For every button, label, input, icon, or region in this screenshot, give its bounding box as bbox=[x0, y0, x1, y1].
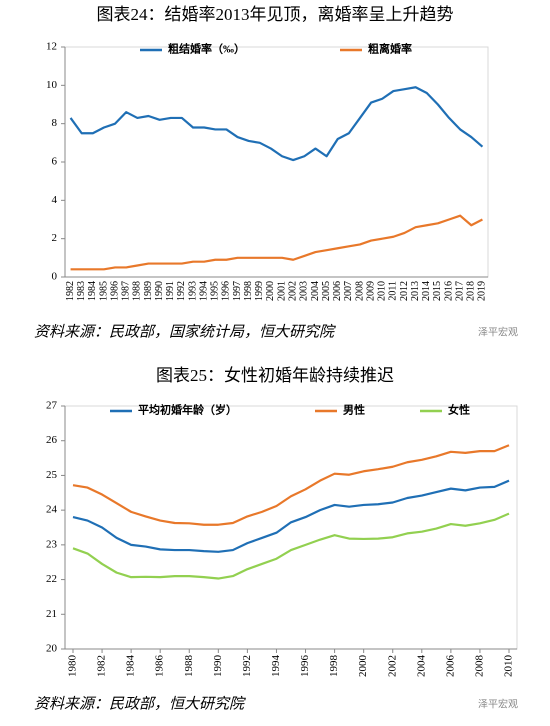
x-tick-label: 2016 bbox=[443, 281, 454, 301]
x-tick-label: 1994 bbox=[270, 655, 282, 678]
x-tick-label: 2002 bbox=[287, 281, 298, 301]
series-line bbox=[69, 86, 484, 162]
x-tick-label: 2008 bbox=[473, 655, 485, 678]
x-tick-label: 1989 bbox=[143, 281, 154, 301]
chart-title: 图表25：女性初婚年龄持续推迟 bbox=[156, 366, 394, 385]
x-tick-label: 2012 bbox=[399, 281, 410, 301]
x-tick-label: 1984 bbox=[125, 655, 137, 678]
y-tick-label: 6 bbox=[52, 156, 58, 168]
x-tick-label: 2000 bbox=[265, 281, 276, 301]
legend-label: 粗离婚率 bbox=[368, 42, 412, 56]
x-tick-label: 2003 bbox=[299, 281, 310, 301]
legend-label: 男性 bbox=[343, 403, 365, 417]
x-tick-label: 1988 bbox=[183, 655, 195, 678]
x-tick-label: 2009 bbox=[365, 281, 376, 301]
x-tick-label: 1992 bbox=[241, 655, 253, 677]
x-tick-label: 1982 bbox=[65, 281, 76, 301]
source: 资料来源：民政部，国家统计局，恒大研究院 bbox=[34, 323, 336, 340]
x-tick-label: 2019 bbox=[477, 281, 488, 301]
x-tick-label: 2017 bbox=[454, 281, 465, 301]
x-tick-label: 1983 bbox=[76, 281, 87, 301]
x-tick-label: 1980 bbox=[67, 655, 79, 678]
x-tick-label: 2007 bbox=[343, 281, 354, 301]
x-tick-label: 2014 bbox=[421, 281, 432, 301]
y-tick-label: 24 bbox=[46, 504, 58, 516]
x-tick-label: 1999 bbox=[254, 281, 265, 301]
legend-label: 粗结婚率（‰） bbox=[168, 42, 245, 56]
x-tick-label: 2000 bbox=[357, 655, 369, 678]
x-tick-label: 1987 bbox=[121, 281, 132, 301]
y-tick-label: 22 bbox=[46, 573, 57, 585]
x-tick-label: 1986 bbox=[154, 655, 166, 678]
x-tick-label: 2005 bbox=[321, 281, 332, 301]
x-tick-label: 1990 bbox=[154, 281, 165, 301]
x-tick-label: 2001 bbox=[276, 281, 287, 301]
y-tick-label: 0 bbox=[52, 271, 58, 283]
x-tick-label: 2006 bbox=[444, 655, 456, 678]
y-tick-label: 27 bbox=[46, 400, 58, 412]
x-tick-label: 1997 bbox=[232, 281, 243, 301]
series-line bbox=[72, 512, 510, 580]
legend-label: 女性 bbox=[448, 403, 470, 417]
x-tick-label: 2018 bbox=[466, 281, 477, 301]
y-tick-label: 2 bbox=[52, 232, 58, 244]
x-tick-label: 1986 bbox=[109, 281, 120, 301]
x-tick-label: 1988 bbox=[132, 281, 143, 301]
y-tick-label: 10 bbox=[46, 79, 58, 91]
y-tick-label: 26 bbox=[46, 434, 58, 446]
x-tick-label: 1994 bbox=[198, 281, 209, 301]
x-tick-label: 1998 bbox=[328, 655, 340, 678]
x-tick-label: 1995 bbox=[210, 281, 221, 301]
x-tick-label: 1984 bbox=[87, 281, 98, 301]
x-tick-label: 2013 bbox=[410, 281, 421, 301]
series-line bbox=[72, 479, 510, 553]
y-tick-label: 20 bbox=[46, 643, 58, 655]
x-tick-label: 1993 bbox=[187, 281, 198, 301]
watermark: 泽平宏观 bbox=[478, 697, 518, 710]
y-tick-label: 4 bbox=[52, 194, 58, 206]
watermark: 泽平宏观 bbox=[478, 325, 518, 338]
x-tick-label: 1992 bbox=[176, 281, 187, 301]
y-tick-label: 8 bbox=[52, 117, 58, 129]
y-tick-label: 23 bbox=[46, 538, 58, 550]
x-tick-label: 2010 bbox=[377, 281, 388, 301]
y-tick-label: 21 bbox=[46, 608, 57, 620]
x-tick-label: 2015 bbox=[432, 281, 443, 301]
y-tick-label: 12 bbox=[46, 41, 57, 53]
chart-title: 图表24：结婚率2013年见顶，离婚率呈上升趋势 bbox=[97, 5, 454, 24]
series-line bbox=[70, 214, 483, 271]
x-tick-label: 1990 bbox=[212, 655, 224, 678]
x-tick-label: 1996 bbox=[299, 655, 311, 678]
x-tick-label: 2002 bbox=[386, 655, 398, 677]
y-tick-label: 25 bbox=[46, 469, 58, 481]
x-tick-label: 2006 bbox=[332, 281, 343, 301]
x-tick-label: 2008 bbox=[354, 281, 365, 301]
x-tick-label: 2011 bbox=[388, 281, 399, 301]
x-tick-label: 1991 bbox=[165, 281, 176, 301]
x-tick-label: 1982 bbox=[96, 655, 108, 677]
source: 资料来源：民政部，恒大研究院 bbox=[34, 695, 246, 712]
x-tick-label: 2004 bbox=[415, 655, 427, 678]
x-tick-label: 1996 bbox=[221, 281, 232, 301]
legend-label: 平均初婚年龄（岁） bbox=[138, 403, 237, 417]
x-tick-label: 2004 bbox=[310, 281, 321, 301]
x-tick-label: 2010 bbox=[503, 655, 515, 678]
x-tick-label: 1985 bbox=[98, 281, 109, 301]
series-line bbox=[72, 444, 510, 526]
x-tick-label: 1998 bbox=[243, 281, 254, 301]
